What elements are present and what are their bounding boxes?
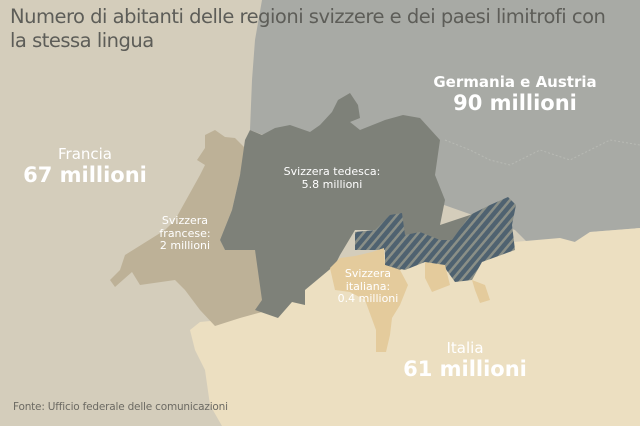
label-swiss-german: Svizzera tedesca: 5.8 millioni [262, 165, 402, 191]
swiss-french-population: 2 millioni [159, 239, 211, 253]
swiss-german-population: 5.8 millioni [301, 177, 363, 191]
germany-austria-border [444, 139, 640, 166]
region-swiss-italian [330, 248, 408, 352]
region-italy [190, 228, 640, 426]
france-name: Francia [57, 145, 112, 163]
swiss-italian-name-2: italiana: [345, 279, 391, 293]
region-swiss-french [110, 130, 265, 326]
label-france: Francia 67 millioni [15, 145, 155, 188]
page-title: Numero di abitanti delle regioni svizzer… [10, 5, 606, 53]
germany-austria-population: 90 millioni [453, 91, 577, 116]
label-swiss-french: Svizzera francese: 2 millioni [145, 214, 225, 253]
swiss-french-name-1: Svizzera [161, 214, 209, 227]
region-graubunden-hatched [355, 197, 516, 282]
region-germany-austria [250, 0, 640, 258]
italy-name: Italia [446, 339, 484, 357]
france-population: 67 millioni [23, 163, 147, 188]
label-italy: Italia 61 millioni [395, 339, 535, 382]
label-germany-austria: Germania e Austria 90 millioni [420, 73, 610, 116]
region-swiss-italian-part [472, 280, 490, 303]
label-swiss-italian: Svizzera italiana: 0.4 millioni [328, 267, 408, 306]
swiss-italian-name-1: Svizzera [344, 267, 392, 280]
swiss-german-name: Svizzera tedesca: [283, 165, 381, 178]
swiss-italian-population: 0.4 millioni [337, 292, 399, 306]
swiss-french-name-2: francese: [159, 226, 211, 240]
italy-population: 61 millioni [403, 357, 527, 382]
source-note: Fonte: Ufficio federale delle comunicazi… [13, 401, 228, 413]
region-swiss-italian-part [425, 262, 450, 292]
germany-austria-name: Germania e Austria [433, 73, 597, 91]
